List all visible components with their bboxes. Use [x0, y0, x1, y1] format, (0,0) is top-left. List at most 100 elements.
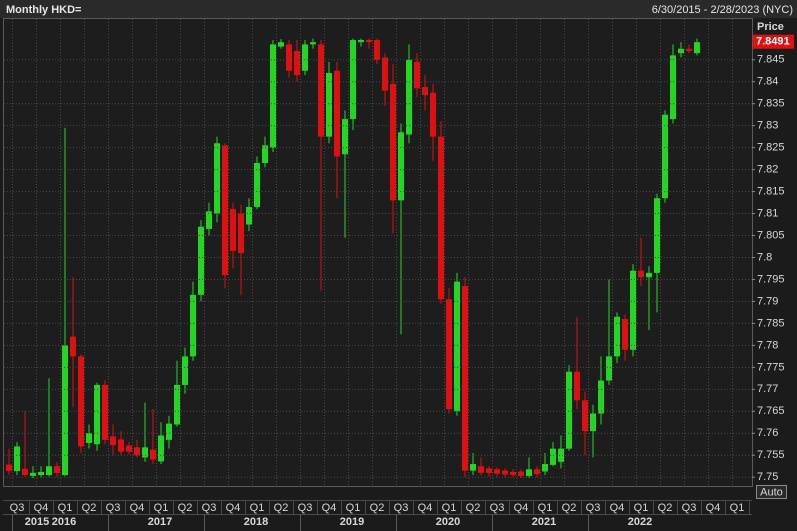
date-range: 6/30/2015 - 2/28/2023 (NYC)	[652, 4, 793, 16]
candle-body	[46, 466, 52, 476]
x-tick-label: Q1	[250, 502, 265, 514]
candle-body	[670, 55, 676, 120]
candle-body	[270, 44, 276, 148]
y-tick-label: 7.775	[757, 361, 785, 373]
y-tick-label: 7.765	[757, 405, 785, 417]
x-tick-label: Q2	[178, 502, 193, 514]
candle-body	[214, 143, 220, 214]
candle-body	[590, 413, 596, 432]
candle-body	[302, 44, 308, 71]
candle-body	[606, 356, 612, 381]
candle-body	[238, 213, 244, 254]
x-tick-label: Q2	[658, 502, 673, 514]
x-tick-label: Q1	[634, 502, 649, 514]
candle-body	[230, 209, 236, 251]
candle-body	[454, 281, 460, 412]
x-tick-label: Q3	[298, 502, 313, 514]
x-tick-label: Q4	[610, 502, 625, 514]
candle-body	[390, 83, 396, 201]
candle-body	[622, 319, 628, 350]
candle-body	[286, 44, 292, 71]
y-tick-label: 7.82	[757, 164, 778, 176]
candle-body	[62, 345, 68, 476]
last-price-box	[753, 34, 794, 49]
candle-body	[382, 57, 388, 91]
last-price-label: 7.8491	[756, 36, 790, 48]
candle-body	[326, 72, 332, 137]
header-bar	[0, 0, 797, 18]
x-tick-label: Q3	[394, 502, 409, 514]
x-tick-label: Q2	[562, 502, 577, 514]
candle-body	[206, 211, 212, 229]
candle-body	[174, 384, 180, 425]
scale-mode-box[interactable]	[756, 485, 787, 499]
y-tick-label: 7.81	[757, 207, 778, 219]
candle-body	[350, 39, 356, 120]
candle-body	[30, 472, 36, 476]
candle-body	[550, 448, 556, 465]
y-tick-label: 7.805	[757, 229, 785, 241]
candle-body	[358, 39, 364, 43]
y-tick-label: 7.845	[757, 54, 785, 66]
candle-body	[310, 42, 316, 45]
candle-body	[478, 466, 484, 473]
candle-body	[470, 464, 476, 471]
y-tick-label: 7.77	[757, 383, 778, 395]
candle-body	[294, 50, 300, 76]
candle-body	[574, 371, 580, 401]
candle-body	[14, 446, 20, 472]
candle-body	[110, 436, 116, 446]
candle-body	[510, 471, 516, 476]
year-label: 2021	[532, 516, 556, 528]
x-tick-label: Q4	[706, 502, 721, 514]
year-label: 2020	[436, 516, 460, 528]
y-tick-label: 7.79	[757, 295, 778, 307]
plot-area	[3, 18, 753, 487]
scale-mode[interactable]: Auto	[760, 486, 783, 498]
x-tick-label: Q4	[418, 502, 433, 514]
candle-body	[438, 136, 444, 300]
x-tick-label: Q3	[202, 502, 217, 514]
candle-body	[342, 119, 348, 155]
candle-body	[502, 470, 508, 475]
y-tick-label: 7.785	[757, 317, 785, 329]
candle-body	[246, 206, 252, 225]
y-tick-label: 7.795	[757, 273, 785, 285]
x-tick-label: Q1	[538, 502, 553, 514]
x-tick-label: Q4	[226, 502, 241, 514]
y-tick-label: 7.84	[757, 76, 778, 88]
candle-body	[78, 356, 84, 447]
candle-body	[638, 270, 644, 278]
candle-body	[254, 163, 260, 207]
x-tick-label: Q3	[682, 502, 697, 514]
candle-body	[582, 400, 588, 432]
candle-body	[678, 48, 684, 54]
x-tick-label: Q1	[730, 502, 745, 514]
year-label: 2019	[340, 516, 364, 528]
candle-body	[198, 226, 204, 295]
x-tick-label: Q1	[58, 502, 73, 514]
y-tick-label: 7.825	[757, 142, 785, 154]
candle-body	[662, 114, 668, 199]
candle-body	[262, 145, 268, 164]
y-tick-label: 7.78	[757, 339, 778, 351]
year-label: 2017	[148, 516, 172, 528]
candle-body	[166, 423, 172, 440]
candle-body	[366, 39, 372, 43]
candle-body	[70, 336, 76, 357]
candle-body	[134, 447, 140, 456]
candle-body	[694, 42, 700, 54]
x-tick-label: Q4	[130, 502, 145, 514]
candle-body	[422, 86, 428, 95]
x-tick-label: Q4	[322, 502, 337, 514]
x-tick-label: Q1	[346, 502, 361, 514]
candle-body	[94, 384, 100, 445]
candle-body	[430, 92, 436, 137]
candle-body	[222, 145, 228, 276]
candle-body	[630, 270, 636, 350]
year-label: 2018	[244, 516, 268, 528]
candle-body	[446, 299, 452, 410]
y-axis-label: Price	[757, 21, 784, 33]
x-tick-label: Q2	[82, 502, 97, 514]
